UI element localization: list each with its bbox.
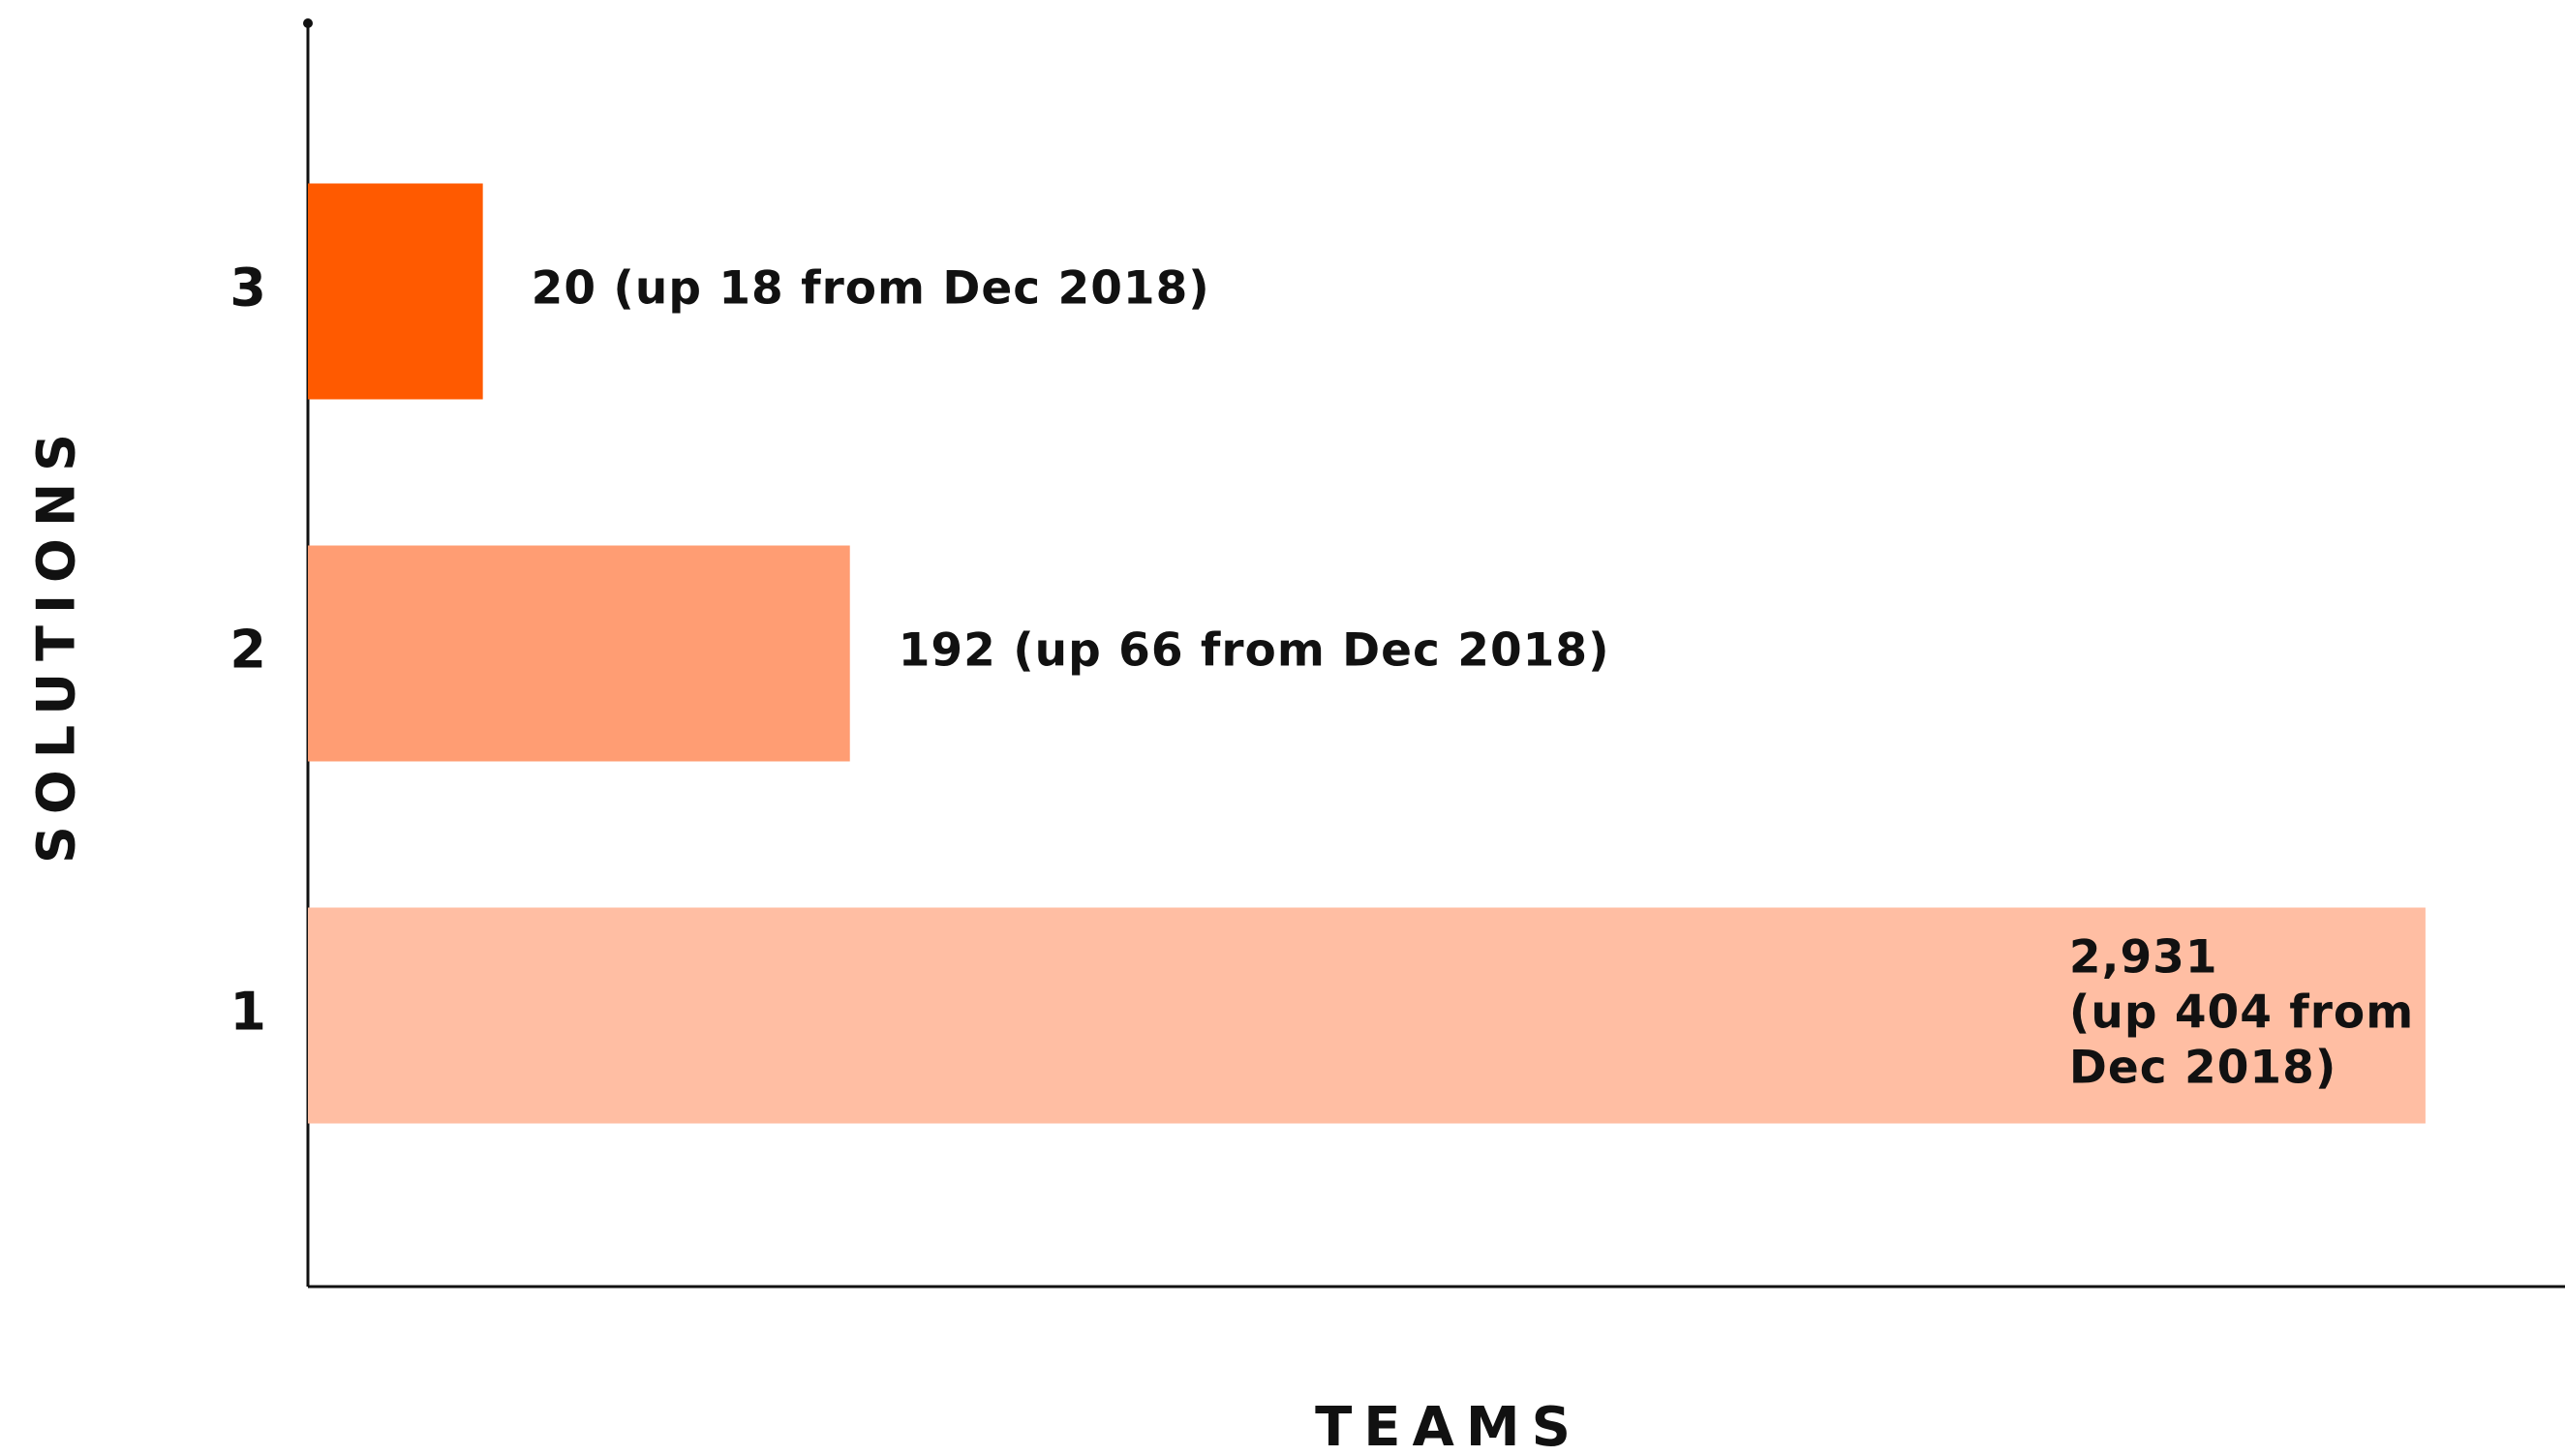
y-axis-end	[303, 18, 313, 28]
value-label: 2,931	[2069, 931, 2218, 985]
value-label: (up 404 from	[2069, 986, 2414, 1040]
y-axis-label: SOLUTIONS	[26, 422, 87, 864]
bar	[308, 183, 483, 400]
y-tick-label: 2	[229, 620, 266, 681]
y-tick-label: 3	[229, 258, 266, 318]
bar	[308, 907, 2426, 1124]
value-label: 192 (up 66 from Dec 2018)	[899, 624, 1610, 678]
value-label: 20 (up 18 from Dec 2018)	[532, 262, 1210, 316]
x-axis-label: TEAMS	[1315, 1396, 1582, 1456]
y-tick-label: 1	[229, 982, 266, 1043]
value-label: Dec 2018)	[2069, 1042, 2336, 1095]
bar	[308, 545, 850, 762]
